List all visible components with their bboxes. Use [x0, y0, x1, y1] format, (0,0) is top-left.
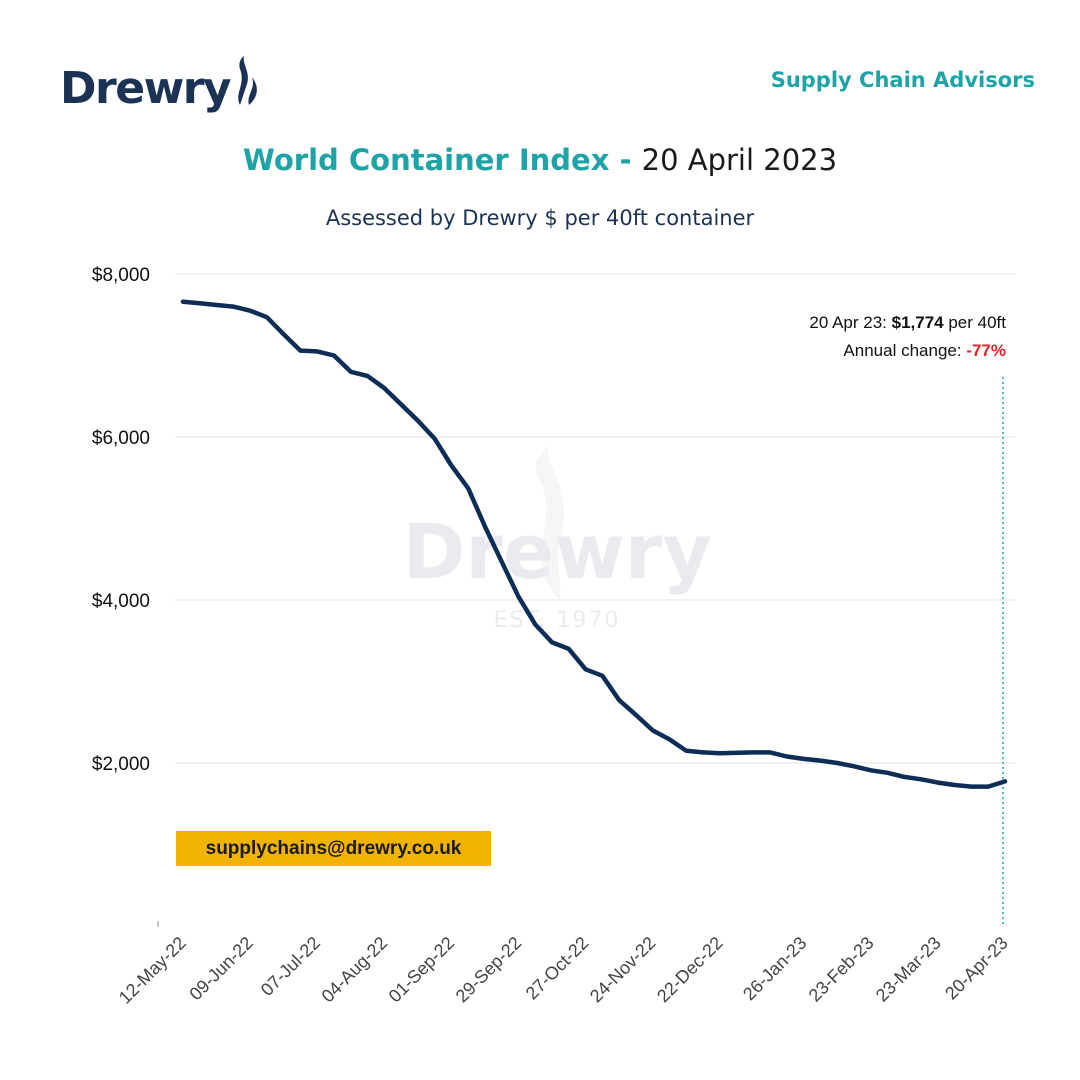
x-tick-label: 29-Sep-22 — [452, 933, 526, 1007]
tagline: Supply Chain Advisors — [770, 68, 1035, 92]
x-tick-label: 22-Dec-22 — [653, 933, 727, 1007]
logo-text: Drewry — [60, 63, 232, 114]
annotation-change-label: Annual change: — [843, 341, 967, 360]
y-tick-label: $6,000 — [92, 428, 150, 449]
title-accent: World Container Index - — [242, 143, 642, 177]
annotation-date: 20 Apr 23: — [809, 313, 892, 332]
x-tick-label: 23-Feb-23 — [805, 933, 878, 1006]
annotation-change-value: -77% — [966, 341, 1006, 360]
annotation-value: $1,774 — [891, 313, 944, 332]
grid-lines — [175, 273, 1015, 764]
x-tick-label: 20-Apr-23 — [941, 933, 1012, 1004]
series-line-wci — [180, 299, 1008, 789]
contact-email[interactable]: supplychains@drewry.co.uk — [176, 831, 491, 866]
annotation-line-1: 20 Apr 23: $1,774 per 40ft — [809, 309, 1006, 337]
y-tick-label: $2,000 — [92, 754, 150, 775]
x-tick-label: 07-Jul-22 — [257, 933, 324, 1000]
x-tick-label: 23-Mar-23 — [872, 933, 945, 1006]
annotation-line-2: Annual change: -77% — [809, 337, 1006, 365]
x-tick-label: 24-Nov-22 — [586, 933, 660, 1007]
flame-icon — [238, 56, 257, 105]
y-axis-ticks: $2,000 $4,000 $6,000 $8,000 — [92, 265, 159, 927]
x-tick-label: 01-Sep-22 — [385, 933, 459, 1007]
title-date: 20 April 2023 — [641, 143, 838, 177]
watermark: Drewry EST. 1970 — [402, 445, 712, 633]
watermark-sub: EST. 1970 — [494, 608, 621, 633]
page-title: World Container Index - 20 April 2023 — [0, 143, 1080, 177]
x-tick-label: 12-May-22 — [115, 933, 190, 1008]
x-tick-label: 04-Aug-22 — [318, 933, 392, 1007]
page-subtitle: Assessed by Drewry $ per 40ft container — [325, 206, 755, 230]
drewry-logo: Drewry — [60, 55, 262, 111]
x-tick-label: 26-Jan-23 — [739, 933, 810, 1004]
y-tick-label: $8,000 — [92, 265, 150, 286]
annotation-unit: per 40ft — [943, 313, 1006, 332]
x-tick-label: 09-Jun-22 — [185, 933, 256, 1004]
y-tick-label: $4,000 — [92, 591, 150, 612]
x-tick-label: 27-Oct-22 — [522, 933, 593, 1004]
latest-value-annotation: 20 Apr 23: $1,774 per 40ft Annual change… — [809, 309, 1006, 365]
watermark-text: Drewry — [402, 507, 711, 596]
